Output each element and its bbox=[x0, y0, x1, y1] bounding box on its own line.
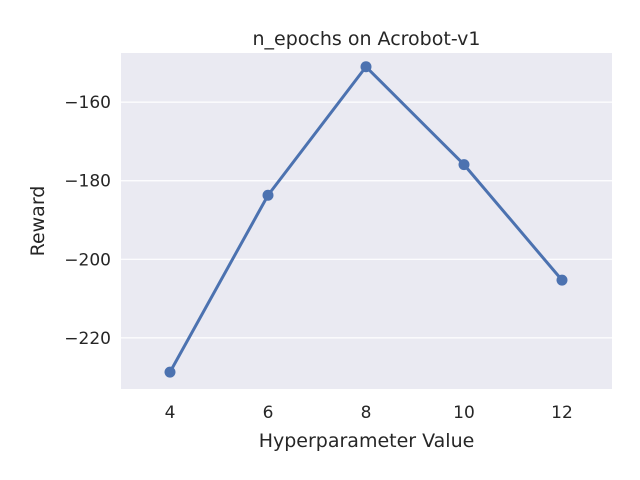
data-point bbox=[360, 61, 372, 73]
y-tick-label: −220 bbox=[64, 329, 111, 349]
x-tick-label: 8 bbox=[361, 403, 372, 423]
chart-title: n_epochs on Acrobot-v1 bbox=[253, 28, 481, 50]
y-tick-label: −200 bbox=[64, 250, 111, 270]
series-group bbox=[164, 61, 568, 378]
x-tick-label: 10 bbox=[453, 403, 475, 423]
x-tick-labels: 4 6 8 10 12 bbox=[165, 403, 573, 423]
data-point bbox=[262, 189, 274, 201]
x-tick-label: 4 bbox=[165, 403, 176, 423]
x-axis-label: Hyperparameter Value bbox=[259, 430, 475, 452]
y-axis-label: Reward bbox=[27, 186, 49, 257]
y-tick-label: −160 bbox=[64, 93, 111, 113]
data-point bbox=[556, 274, 568, 286]
grid-lines bbox=[121, 101, 612, 339]
data-point bbox=[164, 366, 176, 378]
x-tick-label: 6 bbox=[263, 403, 274, 423]
data-point bbox=[458, 159, 470, 171]
y-tick-label: −180 bbox=[64, 172, 111, 192]
y-tick-labels: −160 −180 −200 −220 bbox=[64, 93, 111, 349]
x-tick-label: 12 bbox=[551, 403, 573, 423]
plot-area bbox=[121, 53, 612, 389]
